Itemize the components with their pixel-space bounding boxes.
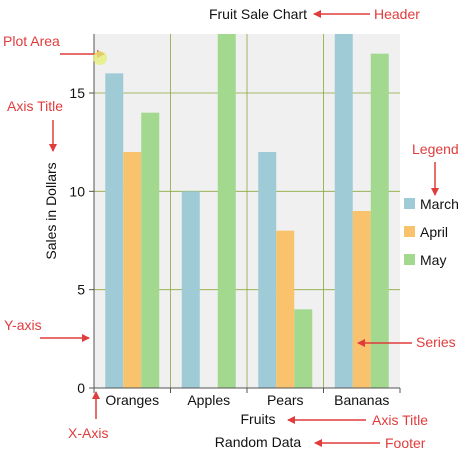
x-tick-label: Bananas (334, 392, 389, 408)
x-tick-label: Oranges (105, 392, 159, 408)
x-tick-label: Pears (267, 392, 304, 408)
plot-area-highlight (93, 51, 107, 65)
bar-may-apples (217, 34, 236, 388)
legend-label-may: May (420, 252, 446, 268)
y-axis-title: Sales in Dollars (43, 162, 59, 259)
callout-y-axis-label: Y-axis (4, 317, 42, 333)
legend-swatch-may (404, 254, 415, 265)
callout-footer-label: Footer (385, 435, 426, 451)
bar-may-bananas (370, 53, 389, 389)
bar-april-oranges (123, 152, 142, 388)
legend-label-april: April (420, 224, 448, 240)
callout-axis-title-y-label: Axis Title (7, 98, 63, 114)
bars (105, 34, 389, 389)
x-axis-title: Fruits (241, 411, 276, 427)
callout-axis-title-x-label: Axis Title (372, 412, 428, 428)
bar-march-apples (181, 191, 200, 388)
callouts: Header Plot Area Axis Title Legend Y-axi… (3, 6, 459, 451)
y-tick-label: 15 (69, 85, 85, 101)
y-tick-label: 5 (77, 282, 85, 298)
callout-legend-label: Legend (412, 141, 459, 157)
legend-swatch-march (404, 198, 415, 209)
bar-march-bananas (334, 34, 353, 388)
bar-march-pears (258, 152, 277, 388)
x-axis-ticks: Oranges Apples Pears Bananas (93, 388, 401, 408)
bar-may-pears (294, 309, 313, 388)
y-axis-ticks: 0 5 10 15 (69, 85, 94, 396)
bar-april-bananas (352, 211, 371, 388)
chart-footer: Random Data (215, 434, 302, 450)
callout-plot-area-label: Plot Area (3, 33, 60, 49)
callout-header-label: Header (374, 6, 420, 22)
legend-label-march: March (420, 196, 459, 212)
legend-swatch-april (404, 226, 415, 237)
chart-title: Fruit Sale Chart (209, 6, 307, 22)
callout-x-axis-label: X-Axis (68, 425, 108, 441)
x-tick-label: Apples (187, 392, 230, 408)
bar-may-oranges (141, 112, 160, 389)
bar-march-oranges (105, 73, 124, 388)
y-tick-label: 10 (69, 183, 85, 199)
y-tick-label: 0 (77, 380, 85, 396)
callout-series-label: Series (416, 334, 456, 350)
bar-april-pears (276, 230, 295, 388)
legend: March April May (404, 196, 459, 268)
